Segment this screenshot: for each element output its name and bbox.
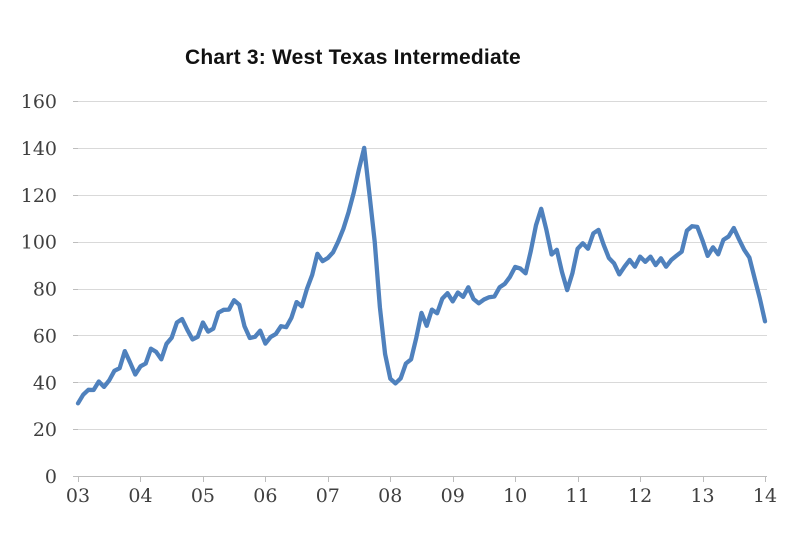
y-axis-tick-label: 100 xyxy=(21,232,57,254)
x-axis-tick-label: 09 xyxy=(441,485,465,507)
x-axis-tick-label: 08 xyxy=(378,485,402,507)
y-axis-tick-label: 80 xyxy=(33,279,57,301)
y-axis-tick-label: 40 xyxy=(33,372,57,394)
x-axis-tick-label: 07 xyxy=(316,485,340,507)
x-axis-tick-label: 11 xyxy=(566,485,590,507)
y-axis-tick-label: 120 xyxy=(21,185,57,207)
y-axis-tick-label: 160 xyxy=(21,91,57,113)
wti-price-line xyxy=(75,145,768,406)
x-axis-tick-label: 06 xyxy=(253,485,277,507)
chart-title: Chart 3: West Texas Intermediate xyxy=(185,46,521,69)
y-axis-tick-label: 20 xyxy=(33,419,57,441)
x-axis-tick-label: 03 xyxy=(66,485,90,507)
y-axis-tick-label: 60 xyxy=(33,325,57,347)
x-axis-tick-label: 14 xyxy=(753,485,777,507)
x-axis-tick-label: 12 xyxy=(628,485,652,507)
x-axis-tick-label: 10 xyxy=(503,485,527,507)
x-axis-tick-label: 05 xyxy=(191,485,215,507)
x-axis-tick-label: 04 xyxy=(128,485,152,507)
x-axis-tick-label: 13 xyxy=(690,485,714,507)
y-axis-tick-label: 140 xyxy=(21,138,57,160)
y-axis-tick-label: 0 xyxy=(45,466,57,488)
